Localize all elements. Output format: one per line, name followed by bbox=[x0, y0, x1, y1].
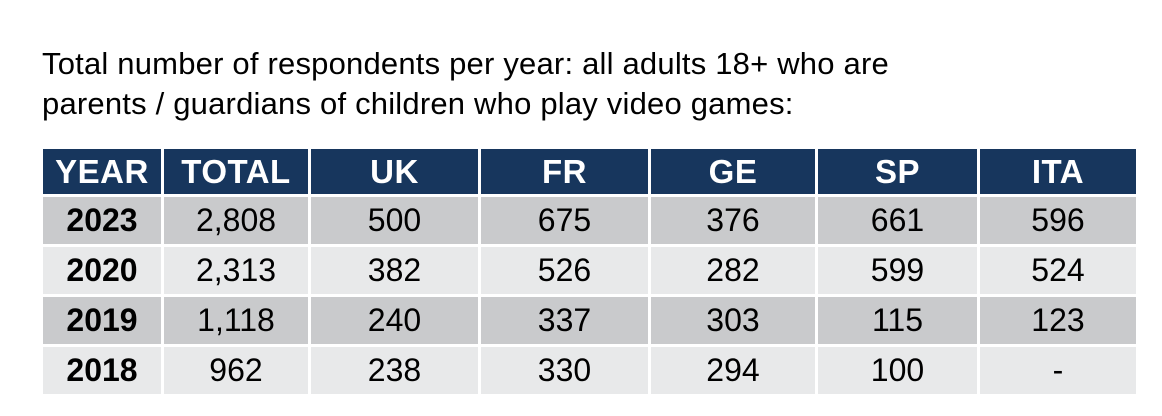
cell-ita: 524 bbox=[977, 244, 1139, 297]
column-header-sp: SP bbox=[815, 146, 980, 197]
cell-uk: 238 bbox=[308, 344, 481, 397]
column-header-ita: ITA bbox=[977, 146, 1139, 197]
cell-total: 1,118 bbox=[161, 294, 311, 347]
cell-uk: 240 bbox=[308, 294, 481, 347]
cell-year: 2018 bbox=[40, 344, 164, 397]
cell-ge: 376 bbox=[648, 194, 818, 247]
cell-ita: 596 bbox=[977, 194, 1139, 247]
column-header-total: TOTAL bbox=[161, 146, 311, 197]
cell-ita: - bbox=[977, 344, 1139, 397]
cell-total: 962 bbox=[161, 344, 311, 397]
cell-sp: 115 bbox=[815, 294, 980, 347]
cell-sp: 661 bbox=[815, 194, 980, 247]
cell-fr: 337 bbox=[478, 294, 651, 347]
table-row-2020: 2020 2,313 382 526 282 599 524 bbox=[40, 244, 1139, 297]
table-row-2019: 2019 1,118 240 337 303 115 123 bbox=[40, 294, 1139, 347]
cell-sp: 100 bbox=[815, 344, 980, 397]
cell-ge: 294 bbox=[648, 344, 818, 397]
cell-fr: 526 bbox=[478, 244, 651, 297]
respondents-table: YEAR TOTAL UK FR GE SP ITA 2023 2,808 50… bbox=[40, 146, 1139, 397]
cell-ita: 123 bbox=[977, 294, 1139, 347]
table-row-2023: 2023 2,808 500 675 376 661 596 bbox=[40, 194, 1139, 247]
cell-fr: 330 bbox=[478, 344, 651, 397]
column-header-year: YEAR bbox=[40, 146, 164, 197]
table-row-2018: 2018 962 238 330 294 100 - bbox=[40, 344, 1139, 397]
column-header-ge: GE bbox=[648, 146, 818, 197]
cell-sp: 599 bbox=[815, 244, 980, 297]
cell-year: 2023 bbox=[40, 194, 164, 247]
column-header-fr: FR bbox=[478, 146, 651, 197]
cell-total: 2,808 bbox=[161, 194, 311, 247]
page-title-line1: Total number of respondents per year: al… bbox=[42, 46, 889, 81]
cell-ge: 303 bbox=[648, 294, 818, 347]
page-title-line2: parents / guardians of children who play… bbox=[42, 86, 794, 121]
header-row: YEAR TOTAL UK FR GE SP ITA bbox=[40, 146, 1139, 197]
cell-total: 2,313 bbox=[161, 244, 311, 297]
cell-ge: 282 bbox=[648, 244, 818, 297]
page-title: Total number of respondents per year: al… bbox=[42, 44, 1132, 124]
cell-fr: 675 bbox=[478, 194, 651, 247]
cell-uk: 382 bbox=[308, 244, 481, 297]
cell-year: 2019 bbox=[40, 294, 164, 347]
cell-uk: 500 bbox=[308, 194, 481, 247]
cell-year: 2020 bbox=[40, 244, 164, 297]
column-header-uk: UK bbox=[308, 146, 481, 197]
